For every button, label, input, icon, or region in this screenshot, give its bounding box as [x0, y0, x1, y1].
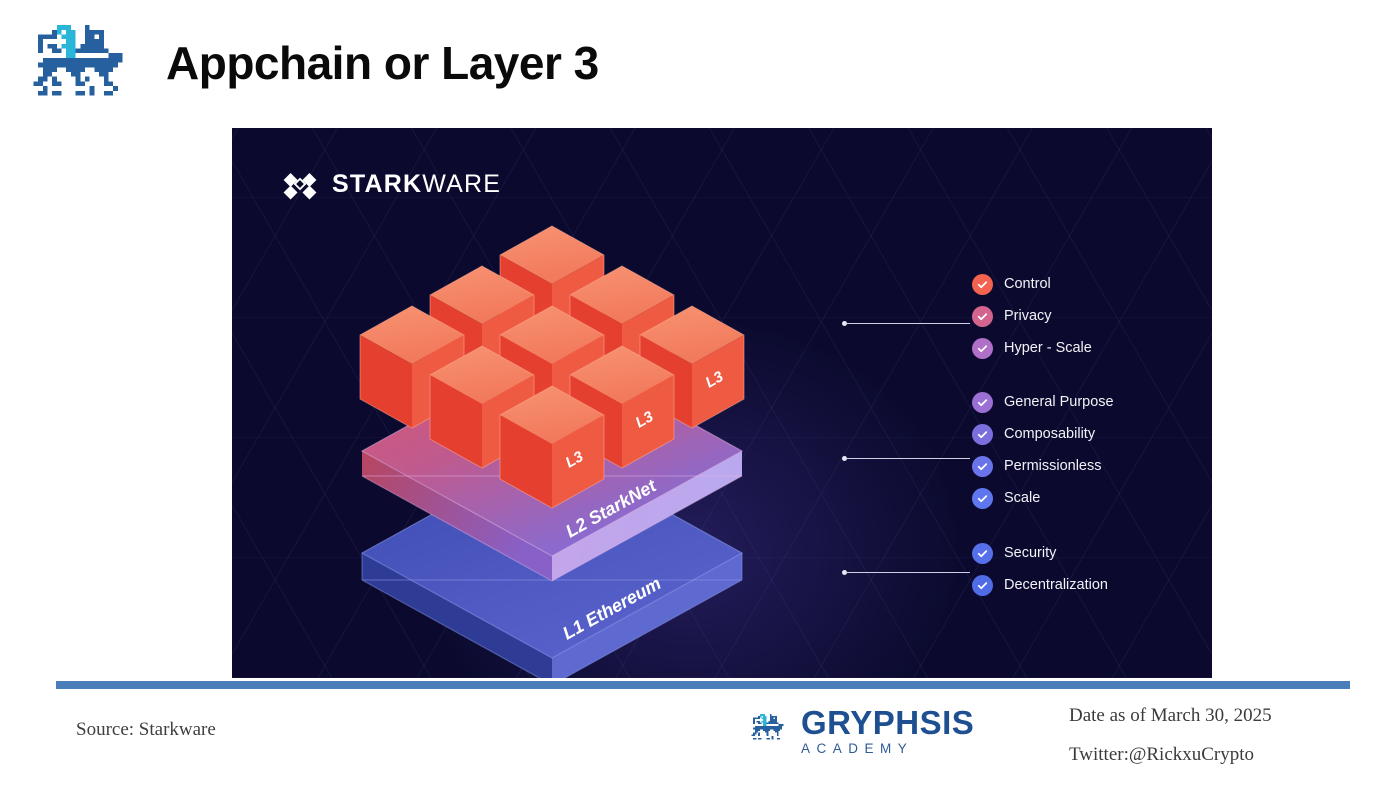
connector-dot [842, 456, 847, 461]
legend-label: Composability [1004, 426, 1096, 442]
legend-item: Composability [972, 418, 1114, 450]
check-badge-icon [972, 574, 993, 596]
academy-wordmark: GRYPHSIS ACADEMY [801, 706, 974, 756]
academy-logo: GRYPHSIS ACADEMY [748, 706, 974, 756]
check-badge-icon [972, 455, 993, 477]
legend-label: Scale [1004, 490, 1041, 506]
check-badge-icon [972, 542, 993, 564]
divider-bar [56, 681, 1350, 689]
connector-line [846, 322, 970, 325]
date-text: Date as of March 30, 2025 [1069, 705, 1272, 726]
page-title: Appchain or Layer 3 [166, 37, 599, 89]
gryphsis-dragon-icon [751, 713, 784, 740]
legend-item: Scale [972, 482, 1114, 514]
legend-item: General Purpose [972, 386, 1114, 418]
legend-item: Permissionless [972, 450, 1114, 482]
cube-l3-labeled: L3 [499, 385, 605, 509]
source-text: Source: Starkware [76, 719, 216, 740]
twitter-handle: Twitter:@RickxuCrypto [1069, 744, 1255, 765]
figure-legend: Control Privacy Hyper - Scale G [832, 128, 1212, 678]
legend-label: Security [1004, 545, 1057, 561]
legend-group-l2: General Purpose Composability Permission… [972, 386, 1114, 514]
starkware-name-light: WARE [422, 169, 502, 198]
legend-label: Decentralization [1004, 577, 1108, 593]
legend-label: Privacy [1004, 308, 1052, 324]
connector-dot [842, 321, 847, 326]
academy-subtitle: ACADEMY [801, 741, 914, 756]
cube-label-l3: L3 [563, 448, 587, 472]
legend-connector [842, 565, 970, 579]
academy-name: GRYPHSIS [801, 704, 975, 741]
check-badge-icon [972, 337, 993, 359]
legend-item: Privacy [972, 300, 1092, 332]
check-badge-icon [972, 273, 993, 295]
legend-label: General Purpose [1004, 394, 1114, 410]
cube-label-l3: L3 [703, 368, 727, 392]
connector-dot [842, 570, 847, 575]
cube-l3-labeled: L3 [569, 345, 675, 469]
legend-item: Control [972, 268, 1092, 300]
gryphsis-dragon-icon [24, 14, 146, 130]
starkware-logo: STARKWARE [282, 166, 501, 202]
legend-item: Decentralization [972, 569, 1108, 601]
legend-group-l1: Security Decentralization [972, 537, 1108, 601]
check-badge-icon [972, 305, 993, 327]
legend-item: Hyper - Scale [972, 332, 1092, 364]
legend-item: Security [972, 537, 1108, 569]
connector-line [846, 457, 970, 460]
check-badge-icon [972, 423, 993, 445]
cube-label-l3: L3 [633, 408, 657, 432]
check-badge-icon [972, 487, 993, 509]
slide-header: Appchain or Layer 3 [0, 0, 1400, 130]
legend-group-l3: Control Privacy Hyper - Scale [972, 268, 1092, 364]
figure-panel: STARKWARE [232, 128, 1212, 678]
legend-connector [842, 451, 970, 465]
connector-line [846, 571, 970, 574]
starkware-diamond-icon [283, 172, 317, 200]
starkware-wordmark: STARKWARE [332, 170, 501, 199]
isometric-layer-diagram: L1 Ethereum L2 StarkNet [352, 208, 772, 678]
legend-label: Hyper - Scale [1004, 340, 1092, 356]
legend-label: Control [1004, 276, 1051, 292]
legend-label: Permissionless [1004, 458, 1102, 474]
check-badge-icon [972, 391, 993, 413]
legend-connector [842, 316, 970, 330]
starkware-name-bold: STARK [332, 169, 423, 198]
